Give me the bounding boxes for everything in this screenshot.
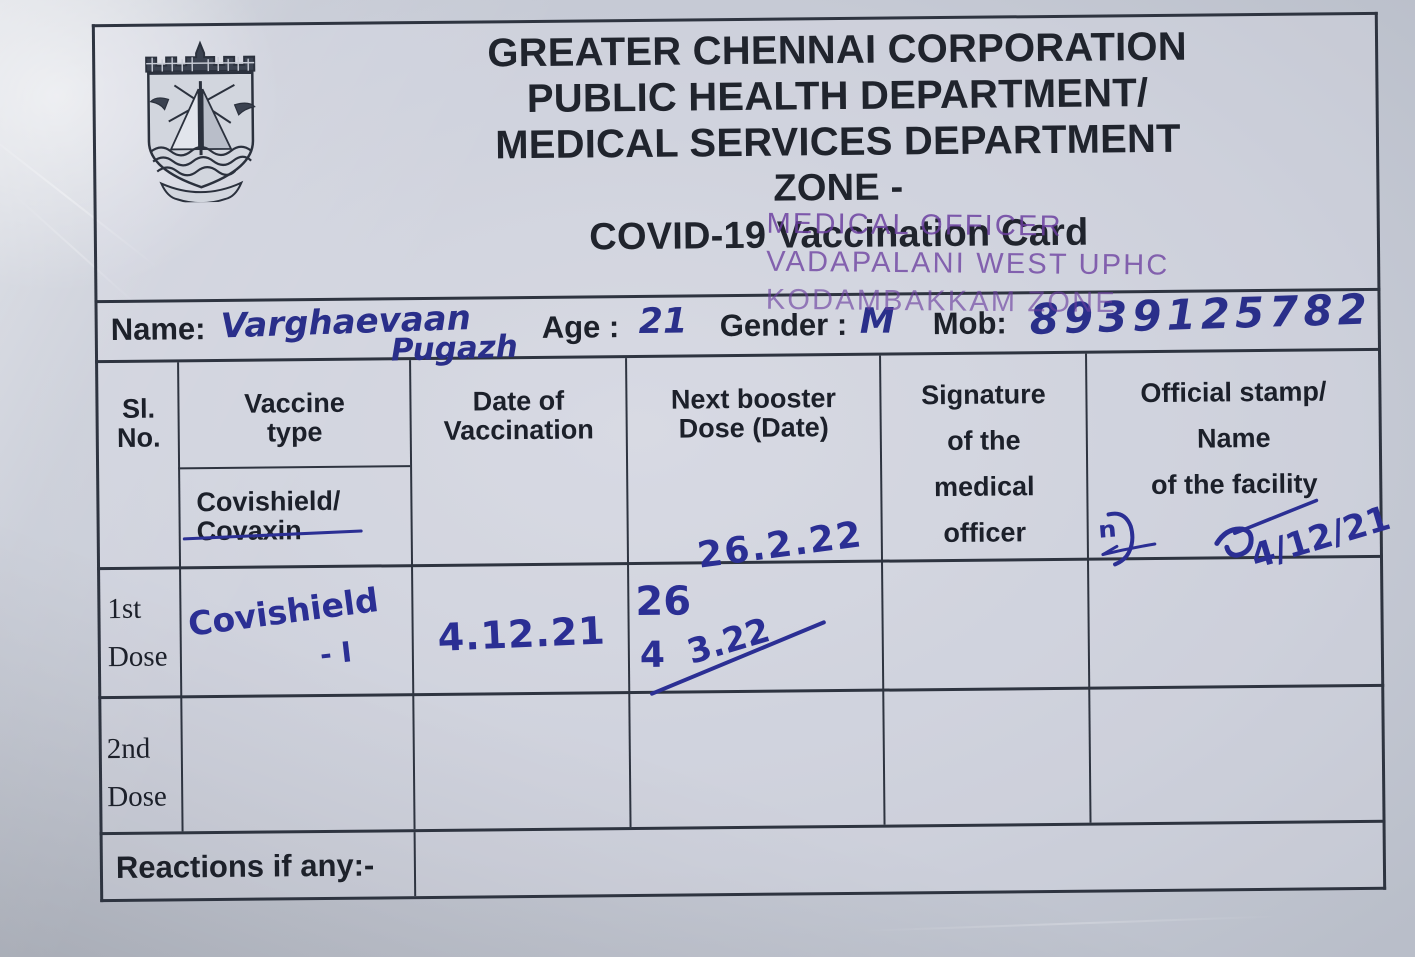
reactions-value[interactable] (420, 828, 1380, 893)
th-vaccine-type-line1: Vaccine (244, 387, 345, 419)
th-signature-line4: officer (943, 517, 1027, 549)
th-sl-no-line1: Sl. (121, 393, 156, 424)
th-date-line2: Vaccination (443, 414, 594, 446)
th-sl-no: Sl. No. (99, 378, 178, 469)
row-label-2nd-dose: 2nd Dose (102, 713, 181, 832)
row-label-2nd-dose-line2: Dose (107, 780, 167, 814)
th-stamp-line1: Official stamp/ (1140, 376, 1327, 409)
th-date-of-vaccination: Date of Vaccination (413, 371, 624, 461)
mobile-value: 8939125782 (1028, 284, 1373, 345)
patient-info-row: Name: Varghaevaan Pugazh Age : 21 Gender… (94, 285, 1380, 369)
th-vaccine-type: Vaccine type (181, 373, 408, 463)
th-booster-line2: Dose (Date) (678, 412, 829, 444)
greater-chennai-corporation-emblem (130, 36, 282, 205)
th-vaccine-option-covaxin: Covaxin (196, 515, 302, 547)
cell-2nd-dose-date[interactable] (416, 695, 627, 827)
cell-2nd-dose-stamp[interactable] (1092, 688, 1381, 821)
gender-value: M (859, 301, 895, 342)
th-booster-line1: Next booster (670, 382, 837, 415)
stamp-date-slash-stroke (1214, 498, 1319, 558)
th-next-booster: Next booster Dose (Date) (629, 369, 878, 459)
row-label-1st-dose-line2: Dose (107, 640, 168, 674)
reactions-label: Reactions if any:- (115, 847, 375, 886)
signature-stroke (1101, 511, 1157, 567)
cell-1st-dose-date: 4.12.21 (436, 608, 607, 661)
vaccination-card: GREATER CHENNAI CORPORATION PUBLIC HEALT… (91, 11, 1395, 903)
th-vaccine-options: Covishield/ Covaxin (182, 471, 409, 561)
th-vaccine-option-covishield: Covishield/ (196, 485, 341, 518)
th-official-stamp: Official stamp/ Name of the facility (1089, 364, 1378, 507)
cell-2nd-dose-signature[interactable] (886, 691, 1087, 823)
th-signature-line3: medical (933, 471, 1035, 503)
age-value: 21 (638, 301, 688, 343)
header-line-card-title: COVID-19 Vaccination Card (589, 211, 1089, 259)
cell-1st-dose-vaccine-type-suffix: - I (318, 635, 354, 672)
name-label: Name: (110, 311, 206, 348)
gender-label: Gender : (719, 307, 848, 344)
th-date-line1: Date of (472, 385, 565, 417)
cell-booster-date-struck-line1: 4 (639, 634, 666, 676)
th-signature-line2: of the (946, 425, 1021, 457)
age-label: Age : (541, 309, 620, 346)
th-vaccine-type-line2: type (266, 416, 323, 448)
card-header: GREATER CHENNAI CORPORATION PUBLIC HEALT… (307, 22, 1369, 264)
row-label-2nd-dose-line1: 2nd (106, 732, 151, 766)
row-label-1st-dose-line1: 1st (107, 592, 142, 626)
cell-2nd-dose-booster[interactable] (632, 693, 881, 825)
th-sl-no-line2: No. (116, 422, 161, 453)
th-signature-line1: Signature (921, 379, 1046, 411)
rule-vaccine-subheader (178, 465, 411, 470)
row-label-1st-dose: 1st Dose (101, 573, 180, 692)
mobile-label: Mob: (932, 305, 1007, 342)
cell-booster-date-overflow: 26.2.22 (694, 513, 866, 577)
th-stamp-line2: Name (1196, 422, 1271, 454)
cell-2nd-dose-vaccine-type[interactable] (184, 697, 411, 829)
